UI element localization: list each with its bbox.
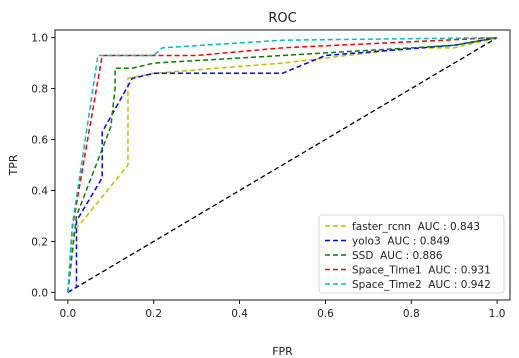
x-tick-label: 0.0 bbox=[60, 308, 77, 320]
y-axis-title: TPR bbox=[7, 154, 20, 176]
diagonal-reference-line bbox=[67, 37, 498, 293]
legend-box bbox=[318, 214, 505, 294]
x-axis-title: FPR bbox=[272, 345, 293, 358]
y-tick-label: 1.0 bbox=[31, 33, 48, 45]
legend-label: yolo3 AUC : 0.849 bbox=[352, 235, 450, 247]
plot-area: 0.0 0.2 0.4 0.6 0.8 1.0 0.0 0.2 0.4 0.6 0.8 1.0 bbox=[31, 29, 511, 320]
y-tick-label: 0.0 bbox=[31, 287, 48, 299]
legend-label: faster_rcnn AUC : 0.843 bbox=[352, 221, 480, 233]
legend: faster_rcnn AUC : 0.843 yolo3 AUC : 0.849… bbox=[318, 214, 505, 294]
x-tick-label: 0.4 bbox=[231, 308, 248, 320]
y-tick-label: 0.2 bbox=[31, 236, 48, 248]
y-tick-label: 0.8 bbox=[31, 84, 48, 96]
x-tick-label: 0.2 bbox=[145, 308, 162, 320]
y-tick-label: 0.6 bbox=[31, 135, 48, 147]
x-tick-label: 1.0 bbox=[489, 308, 506, 320]
series-line-2 bbox=[67, 36, 498, 294]
y-tick-label: 0.4 bbox=[31, 185, 48, 197]
plot-frame bbox=[54, 29, 511, 301]
legend-label: SSD AUC : 0.886 bbox=[352, 250, 443, 262]
legend-label: Space_Time2 AUC : 0.942 bbox=[352, 279, 491, 291]
series-line-3 bbox=[67, 36, 498, 293]
legend-label: Space_Time1 AUC : 0.931 bbox=[352, 264, 491, 276]
chart-title: ROC bbox=[268, 11, 296, 26]
x-tick-label: 0.8 bbox=[403, 308, 420, 320]
x-tick-label: 0.6 bbox=[317, 308, 334, 320]
